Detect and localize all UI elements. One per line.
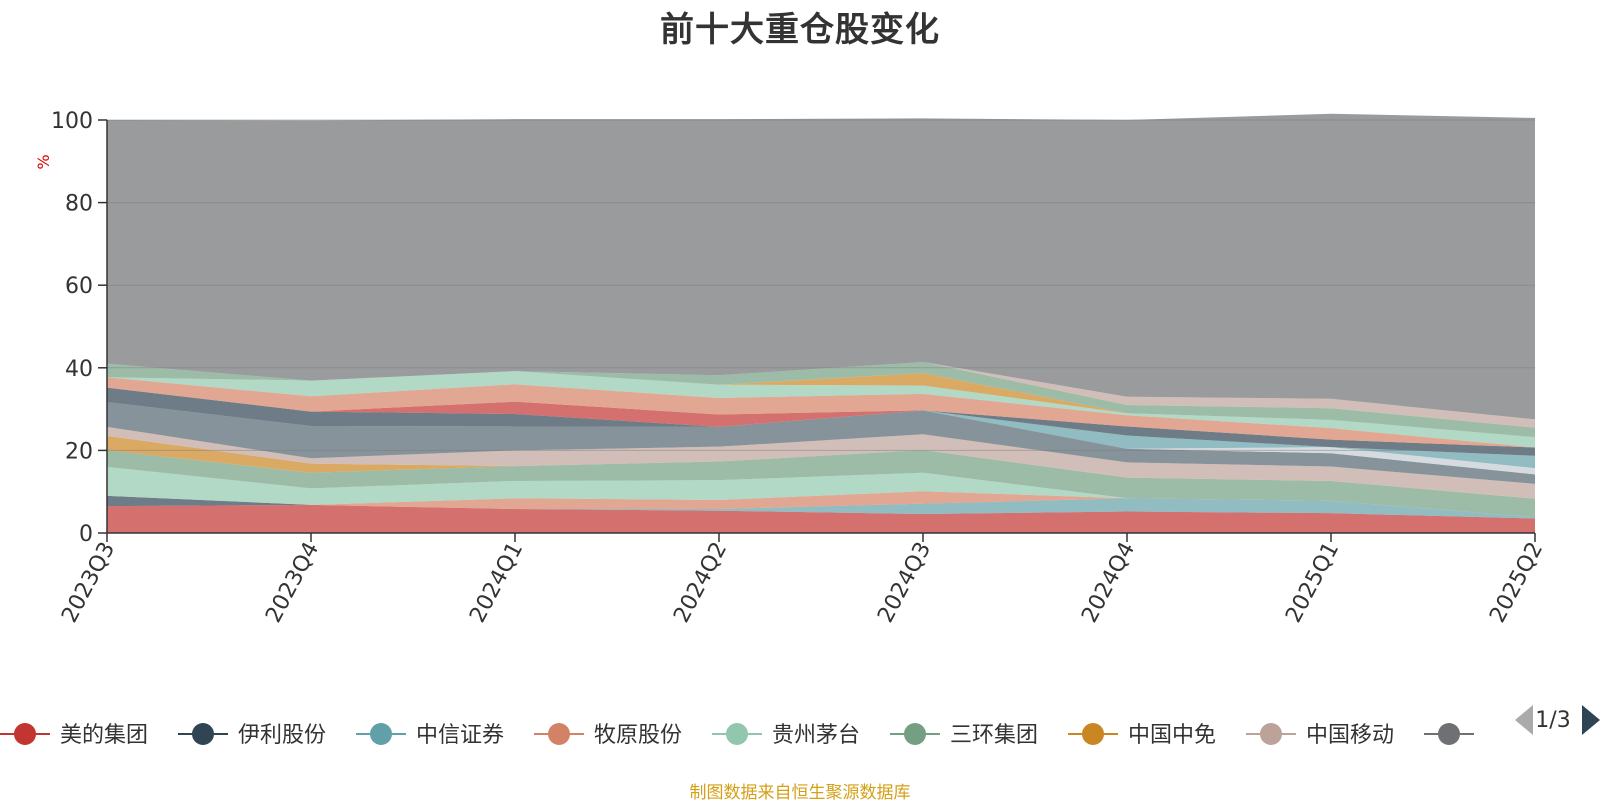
legend-label: 中国移动	[1306, 723, 1394, 748]
legend-label: 牧原股份	[594, 723, 682, 748]
legend-item[interactable]: 美的集团	[0, 723, 148, 748]
legend-item[interactable]: 中信证券	[356, 723, 504, 748]
legend-marker-icon	[904, 723, 926, 745]
area-series-18	[107, 362, 1535, 438]
y-tick-label: 0	[79, 522, 93, 547]
legend-item[interactable]: 三环集团	[890, 723, 1038, 748]
legend: 美的集团 伊利股份 中信证券 牧原股份 贵州茅台 三环集团 中国中免 中国移动	[0, 723, 1474, 748]
area-series-5	[107, 466, 1535, 518]
y-tick-label: 80	[65, 192, 93, 217]
source-note: 制图数据来自恒生聚源数据库	[689, 783, 911, 803]
area-series-6	[107, 449, 1535, 518]
area-series-1	[107, 504, 1535, 533]
area-layers	[107, 113, 1535, 533]
area-series-15	[107, 377, 1535, 448]
legend-label: 伊利股份	[238, 723, 326, 748]
y-tick-label: 40	[65, 357, 93, 382]
area-series-16	[107, 371, 1535, 448]
x-tick-label: 2023Q4	[261, 538, 324, 627]
legend-prev-icon[interactable]	[1515, 705, 1533, 735]
x-tick-label: 2024Q1	[465, 538, 528, 627]
legend-pager: 1/3	[1515, 705, 1600, 735]
legend-marker-icon	[192, 723, 214, 745]
x-tick-label: 2025Q2	[1485, 538, 1548, 627]
legend-item[interactable]: 伊利股份	[178, 723, 326, 748]
legend-item[interactable]: 牧原股份	[534, 723, 682, 748]
area-series-20	[107, 113, 1535, 420]
area-series-13	[107, 387, 1535, 456]
area-series-3	[107, 495, 1535, 519]
legend-label: 美的集团	[60, 723, 148, 748]
legend-marker-icon	[14, 723, 36, 745]
x-tick-label: 2024Q4	[1077, 538, 1140, 627]
legend-label: 中国中免	[1128, 723, 1216, 748]
legend-marker-icon	[548, 723, 570, 745]
legend-label: 贵州茅台	[772, 723, 860, 748]
y-tick-label: 60	[65, 274, 93, 299]
x-tick-label: 2025Q1	[1281, 538, 1344, 627]
legend-page-indicator: 1/3	[1535, 708, 1570, 733]
y-axis-label: %	[34, 154, 53, 169]
y-tick-label: 100	[51, 109, 93, 134]
legend-next-icon[interactable]	[1582, 705, 1600, 735]
area-series-8	[107, 426, 1535, 499]
legend-marker-icon	[1260, 723, 1282, 745]
legend-marker-icon	[370, 723, 392, 745]
chart-title: 前十大重仓股变化	[660, 10, 940, 50]
legend-marker-icon	[726, 723, 748, 745]
legend-marker-icon	[1438, 723, 1460, 745]
legend-marker-icon	[1082, 723, 1104, 745]
y-tick-label: 20	[65, 439, 93, 464]
legend-item[interactable]: 中国中免	[1068, 723, 1216, 748]
area-series-4	[107, 491, 1535, 518]
area-series-17	[107, 371, 1535, 438]
area-series-7	[107, 435, 1535, 499]
grid-lines	[107, 119, 1535, 451]
x-tick-label: 2024Q3	[873, 538, 936, 627]
legend-item[interactable]	[1424, 723, 1474, 745]
x-tick-label: 2023Q3	[57, 538, 120, 627]
legend-item[interactable]: 中国移动	[1246, 723, 1394, 748]
area-series-14	[107, 387, 1535, 448]
area-series-10	[107, 402, 1535, 484]
legend-item[interactable]: 贵州茅台	[712, 723, 860, 748]
x-tick-label: 2024Q2	[669, 538, 732, 627]
legend-label: 三环集团	[950, 723, 1038, 748]
legend-label: 中信证券	[416, 723, 504, 748]
